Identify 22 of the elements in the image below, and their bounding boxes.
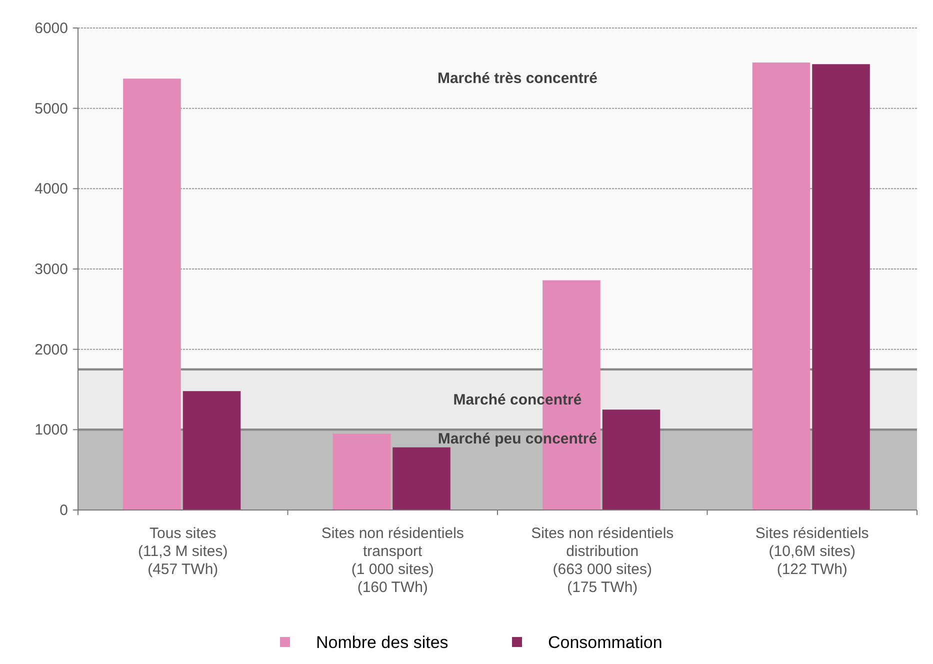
y-tick-label: 0: [60, 502, 68, 519]
bar: [752, 62, 810, 510]
x-tick-label: Sites résidentiels (10,6M sites) (122 TWh): [755, 525, 869, 578]
band-label: Marché peu concentré: [438, 430, 598, 448]
y-tick-label: 5000: [34, 100, 68, 118]
y-tick-label: 2000: [34, 341, 68, 358]
bar: [602, 410, 660, 510]
bar: [392, 447, 450, 510]
bar: [182, 391, 241, 510]
y-tick-label: 3000: [34, 261, 68, 278]
legend-label: Nombre des sites: [316, 633, 448, 652]
legend-label: Consommation: [548, 633, 662, 652]
y-tick-label: 6000: [34, 20, 68, 37]
x-tick-label: Sites non résidentiels transport (1 000 sites) (160 TWh): [321, 525, 464, 596]
x-tick-label: Sites non résidentiels distribution (663 000 sites) (175 TWh): [531, 525, 674, 596]
bar: [332, 434, 391, 510]
y-tick-label: 1000: [34, 422, 68, 439]
bar: [123, 78, 181, 510]
bar: [812, 64, 870, 510]
band-label: Marché très concentré: [437, 70, 598, 87]
y-tick-label: 4000: [34, 180, 68, 198]
x-tick-label: Tous sites (11,3 M sites) (457 TWh): [138, 525, 228, 578]
